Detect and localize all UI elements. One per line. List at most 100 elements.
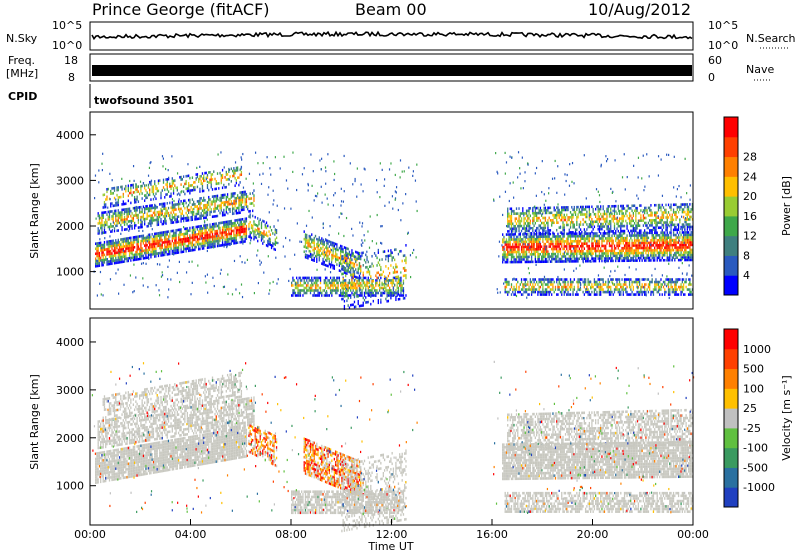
power-cell xyxy=(689,254,690,257)
power-cell xyxy=(207,209,208,212)
power-cell xyxy=(566,243,567,246)
power-cell xyxy=(228,228,229,231)
power-cell xyxy=(649,249,650,252)
power-cell xyxy=(223,196,224,199)
power-cell xyxy=(655,249,656,252)
power-cell xyxy=(523,258,524,261)
power-cell xyxy=(621,252,622,255)
power-cell xyxy=(198,245,199,248)
power-cell xyxy=(134,238,135,241)
power-cell xyxy=(172,237,173,240)
power-cell xyxy=(110,242,111,245)
power-cell xyxy=(657,234,658,237)
power-cell xyxy=(320,292,321,295)
power-cell xyxy=(516,253,517,256)
power-cell xyxy=(641,259,642,262)
power-cell xyxy=(331,254,332,257)
power-cell xyxy=(295,294,296,297)
power-cell xyxy=(150,243,151,246)
power-cell xyxy=(662,224,663,227)
power-cell xyxy=(324,279,325,282)
power-cell xyxy=(266,244,267,247)
power-cell xyxy=(247,195,248,198)
power-cell xyxy=(179,236,180,239)
power-cell xyxy=(216,225,217,228)
power-cell xyxy=(511,228,512,231)
power-cell xyxy=(659,257,660,260)
power-cell xyxy=(541,250,542,253)
power-cell xyxy=(506,253,507,256)
power-cell xyxy=(164,241,165,244)
power-cell xyxy=(139,258,140,261)
power-cell xyxy=(673,254,674,257)
power-cell xyxy=(199,178,200,181)
power-cell xyxy=(626,227,627,230)
power-cell xyxy=(147,217,148,220)
power-cell xyxy=(206,227,207,230)
power-cell xyxy=(242,198,243,201)
power-cell xyxy=(336,243,337,246)
power-cell xyxy=(611,240,612,243)
power-cell xyxy=(626,247,627,250)
power-cell xyxy=(667,216,668,219)
power-cell xyxy=(373,287,374,290)
power-cell xyxy=(126,242,127,245)
power-cell xyxy=(169,195,170,198)
power-cell xyxy=(114,210,115,213)
power-cell xyxy=(214,230,215,233)
power-cell xyxy=(310,245,311,248)
power-cell xyxy=(339,257,340,260)
power-cell xyxy=(175,252,176,255)
power-cell xyxy=(550,233,551,236)
power-cell xyxy=(309,289,310,292)
power-cell xyxy=(605,213,606,216)
power-cell xyxy=(535,238,536,241)
power-cell xyxy=(153,245,154,248)
power-cell xyxy=(371,292,372,295)
power-cell xyxy=(582,213,583,216)
power-cell xyxy=(316,277,317,280)
power-cell xyxy=(149,215,150,218)
power-cell xyxy=(153,219,154,222)
power-cell xyxy=(197,233,198,236)
power-cell xyxy=(551,258,552,261)
power-cell xyxy=(566,214,567,217)
power-cell xyxy=(138,216,139,219)
power-cell xyxy=(138,243,139,246)
power-cell xyxy=(316,289,317,292)
power-cell xyxy=(343,261,344,264)
power-cell xyxy=(96,250,97,253)
power-cell xyxy=(359,255,360,258)
power-cell xyxy=(180,248,181,251)
power-cell xyxy=(130,237,131,240)
power-cell xyxy=(561,211,562,214)
power-cell xyxy=(679,236,680,239)
power-cell xyxy=(571,231,572,234)
power-cell xyxy=(659,234,660,237)
power-cell xyxy=(138,200,139,203)
power-cell xyxy=(550,260,551,263)
power-cell xyxy=(614,215,615,218)
power-cell xyxy=(635,257,636,260)
power-cell xyxy=(133,246,134,249)
power-cell xyxy=(616,255,617,258)
power-cell xyxy=(674,211,675,214)
power-cell xyxy=(164,236,165,239)
power-cell xyxy=(96,242,97,245)
power-cell xyxy=(343,284,344,287)
power-cell xyxy=(512,248,513,251)
power-cell xyxy=(337,282,338,285)
power-cell xyxy=(236,179,237,182)
power-cell xyxy=(586,213,587,216)
power-cell xyxy=(380,287,381,290)
power-cell xyxy=(663,259,664,262)
power-cell xyxy=(241,194,242,197)
power-cell xyxy=(179,203,180,206)
power-cell xyxy=(554,258,555,261)
power-cell xyxy=(317,238,318,241)
power-cell xyxy=(319,239,320,242)
power-cell xyxy=(167,186,168,189)
power-cell xyxy=(547,219,548,222)
power-cell xyxy=(542,217,543,220)
power-cell xyxy=(231,232,232,235)
